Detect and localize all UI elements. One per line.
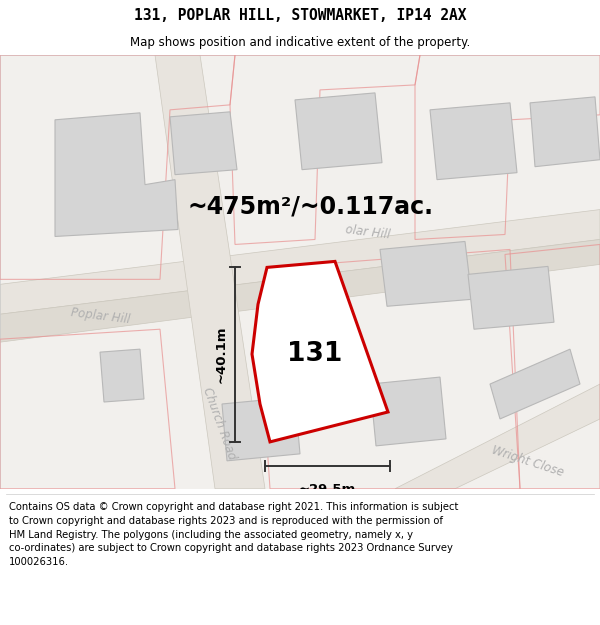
Text: ~475m²/~0.117ac.: ~475m²/~0.117ac.	[187, 194, 433, 219]
Polygon shape	[155, 55, 265, 489]
Text: Wright Close: Wright Close	[490, 444, 565, 479]
Text: Poplar Hill: Poplar Hill	[70, 306, 131, 326]
Text: Map shows position and indicative extent of the property.: Map shows position and indicative extent…	[130, 36, 470, 49]
Polygon shape	[468, 266, 554, 329]
Polygon shape	[370, 377, 446, 446]
Text: Church Road: Church Road	[200, 386, 238, 462]
Polygon shape	[0, 209, 600, 314]
Text: ~40.1m: ~40.1m	[215, 326, 227, 383]
Text: ~29.5m: ~29.5m	[299, 482, 356, 496]
Polygon shape	[430, 103, 517, 179]
Polygon shape	[530, 97, 600, 167]
Text: 131, POPLAR HILL, STOWMARKET, IP14 2AX: 131, POPLAR HILL, STOWMARKET, IP14 2AX	[134, 8, 466, 23]
Polygon shape	[295, 93, 382, 169]
Polygon shape	[55, 113, 178, 236]
Polygon shape	[395, 384, 600, 489]
Polygon shape	[170, 112, 237, 174]
Polygon shape	[222, 397, 300, 461]
Polygon shape	[380, 241, 472, 306]
Polygon shape	[0, 239, 600, 342]
Polygon shape	[100, 349, 144, 402]
Text: Contains OS data © Crown copyright and database right 2021. This information is : Contains OS data © Crown copyright and d…	[9, 503, 458, 567]
Text: 131: 131	[287, 341, 343, 367]
Polygon shape	[252, 261, 388, 442]
Text: olar Hill: olar Hill	[345, 223, 391, 242]
Polygon shape	[490, 349, 580, 419]
